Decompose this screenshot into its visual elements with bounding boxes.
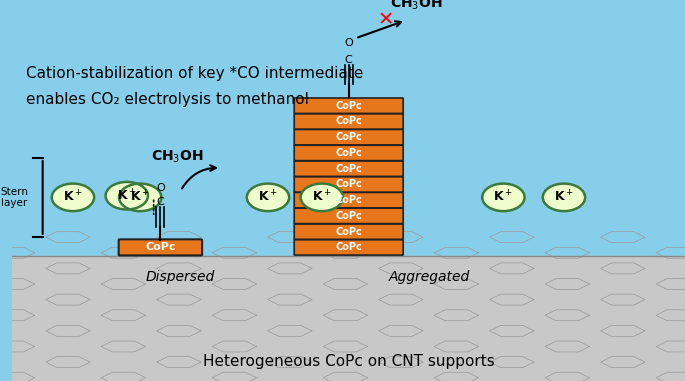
Ellipse shape [482, 184, 525, 211]
Ellipse shape [543, 184, 585, 211]
Ellipse shape [247, 184, 289, 211]
Text: CoPc: CoPc [336, 195, 362, 205]
Text: enables CO₂ electrolysis to methanol: enables CO₂ electrolysis to methanol [26, 93, 309, 107]
Text: K$^+$: K$^+$ [554, 190, 574, 205]
Text: K$^+$: K$^+$ [63, 190, 83, 205]
FancyBboxPatch shape [295, 145, 403, 161]
FancyBboxPatch shape [295, 224, 403, 239]
Text: CoPc: CoPc [336, 179, 362, 189]
FancyBboxPatch shape [295, 161, 403, 176]
Text: Dispersed: Dispersed [146, 269, 215, 283]
Text: CoPc: CoPc [336, 164, 362, 174]
Text: CoPc: CoPc [336, 117, 362, 126]
Text: Stern
layer: Stern layer [1, 187, 28, 208]
Text: C: C [345, 54, 353, 65]
Text: Aggregated: Aggregated [389, 269, 470, 283]
FancyBboxPatch shape [295, 192, 403, 208]
Ellipse shape [301, 184, 343, 211]
Bar [12, 53, 685, 256]
FancyBboxPatch shape [119, 239, 202, 255]
Bar [12, 256, 685, 381]
Text: CoPc: CoPc [336, 148, 362, 158]
Text: K$^+$: K$^+$ [130, 190, 150, 205]
FancyBboxPatch shape [295, 98, 403, 114]
Text: ✕: ✕ [377, 11, 394, 30]
Text: K$^+$: K$^+$ [312, 190, 332, 205]
Text: CoPc: CoPc [336, 132, 362, 142]
FancyBboxPatch shape [295, 240, 403, 255]
FancyBboxPatch shape [295, 114, 403, 129]
Text: CoPc: CoPc [336, 227, 362, 237]
Text: C: C [156, 197, 164, 207]
Text: CoPc: CoPc [336, 242, 362, 252]
Text: K$^+$: K$^+$ [258, 190, 278, 205]
Ellipse shape [119, 184, 162, 211]
Text: CH$_3$OH: CH$_3$OH [151, 148, 203, 165]
Text: CH$_3$OH: CH$_3$OH [390, 0, 443, 12]
FancyBboxPatch shape [295, 177, 403, 192]
Text: O: O [156, 182, 165, 192]
Text: CoPc: CoPc [336, 211, 362, 221]
Text: O: O [345, 38, 353, 48]
FancyBboxPatch shape [295, 130, 403, 145]
Text: Cation-stabilization of key *CO intermediate: Cation-stabilization of key *CO intermed… [26, 66, 363, 81]
FancyBboxPatch shape [295, 208, 403, 224]
Text: Heterogeneous CoPc on CNT supports: Heterogeneous CoPc on CNT supports [203, 354, 495, 369]
Text: CoPc: CoPc [336, 101, 362, 111]
Text: K$^+$: K$^+$ [493, 190, 513, 205]
Text: K$^+$: K$^+$ [117, 188, 137, 203]
Ellipse shape [52, 184, 94, 211]
Text: CoPc: CoPc [145, 242, 175, 252]
Ellipse shape [105, 182, 148, 210]
